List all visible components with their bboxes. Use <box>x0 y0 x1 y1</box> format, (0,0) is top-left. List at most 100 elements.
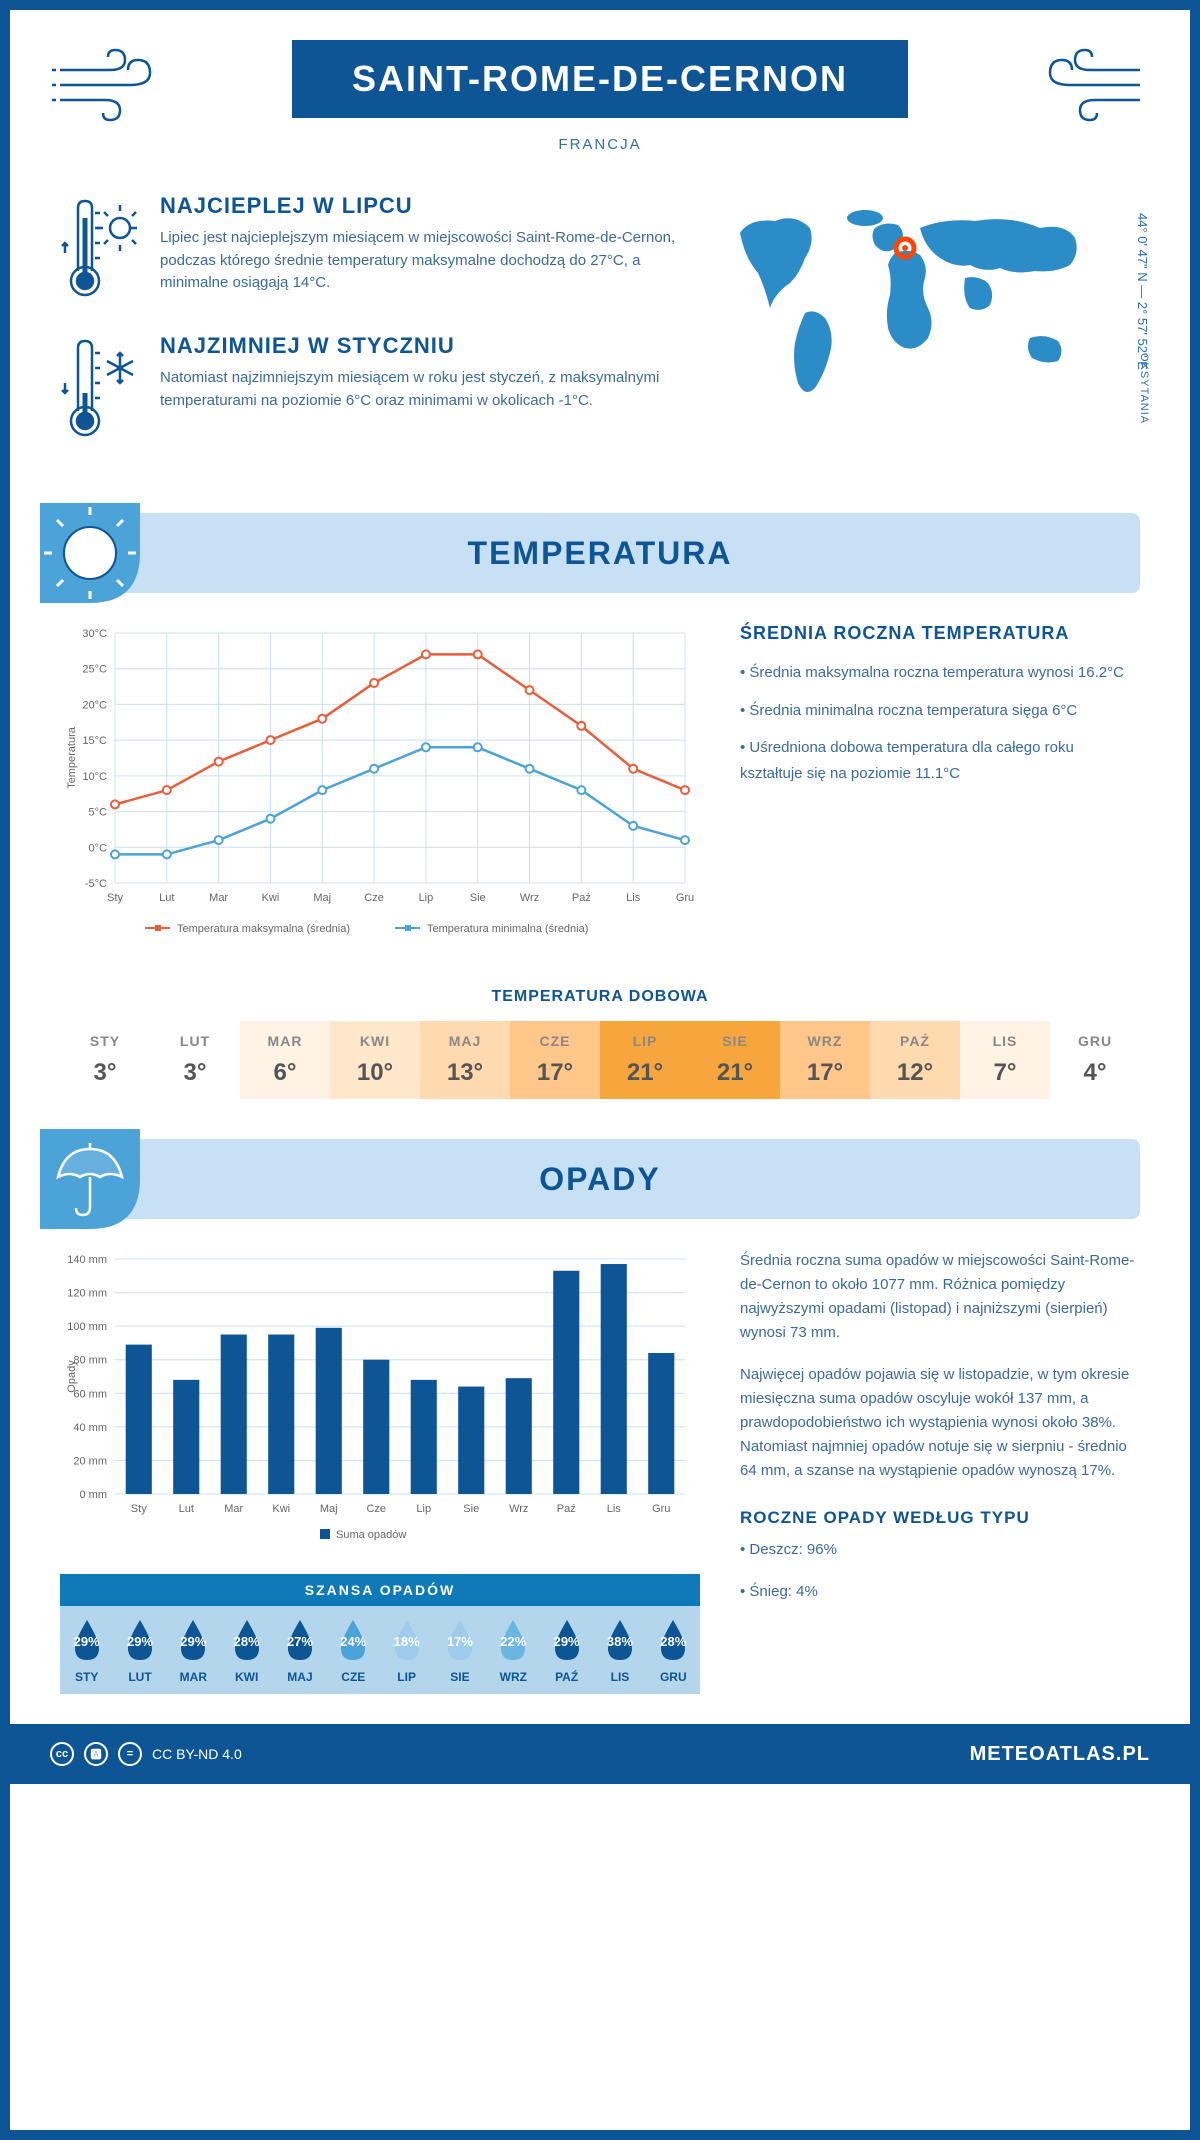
svg-text:Sie: Sie <box>463 1503 479 1515</box>
coldest-block: NAJZIMNIEJ W STYCZNIU Natomiast najzimni… <box>60 333 690 448</box>
daily-cell: PAŹ12° <box>870 1021 960 1099</box>
precipitation-section-header: OPADY <box>60 1139 1140 1219</box>
svg-text:Kwi: Kwi <box>272 1503 290 1515</box>
svg-text:40 mm: 40 mm <box>73 1422 107 1434</box>
coldest-title: NAJZIMNIEJ W STYCZNIU <box>160 333 690 359</box>
thermometer-hot-icon <box>60 193 140 308</box>
temp-stats-title: ŚREDNIA ROCZNA TEMPERATURA <box>740 623 1140 644</box>
svg-text:Gru: Gru <box>652 1503 670 1515</box>
svg-text:Mar: Mar <box>209 892 228 904</box>
wind-decoration-right <box>1030 45 1150 130</box>
chance-cell: 24%CZE <box>327 1616 380 1684</box>
temperature-title: TEMPERATURA <box>468 535 733 572</box>
svg-text:Temperatura minimalna (średnia: Temperatura minimalna (średnia) <box>427 923 588 935</box>
svg-text:100 mm: 100 mm <box>67 1321 107 1333</box>
by-icon: 🅰 <box>84 1742 108 1766</box>
precipitation-chart: 0 mm20 mm40 mm60 mm80 mm100 mm120 mm140 … <box>60 1249 700 1554</box>
chance-cell: 22%WRZ <box>487 1616 540 1684</box>
footer-site: METEOATLAS.PL <box>970 1743 1150 1766</box>
svg-text:20 mm: 20 mm <box>73 1455 107 1467</box>
svg-text:Lut: Lut <box>179 1503 194 1515</box>
precip-text-2: Najwięcej opadów pojawia się w listopadz… <box>740 1363 1140 1483</box>
svg-text:Maj: Maj <box>320 1503 338 1515</box>
daily-cell: LIP21° <box>600 1021 690 1099</box>
precipitation-title: OPADY <box>539 1161 660 1198</box>
svg-text:Sie: Sie <box>470 892 486 904</box>
wind-decoration-left <box>50 45 170 130</box>
svg-text:Temperatura maksymalna (średni: Temperatura maksymalna (średnia) <box>177 923 350 935</box>
svg-text:Temperatura: Temperatura <box>66 726 78 789</box>
svg-text:10°C: 10°C <box>82 771 107 783</box>
svg-text:-5°C: -5°C <box>85 878 107 890</box>
daily-cell: KWI10° <box>330 1021 420 1099</box>
bytype-1: • Śnieg: 4% <box>740 1580 1140 1604</box>
chance-table: SZANSA OPADÓW 29%STY29%LUT29%MAR28%KWI27… <box>60 1574 700 1694</box>
svg-text:25°C: 25°C <box>82 664 107 676</box>
warmest-text: Lipiec jest najcieplejszym miesiącem w m… <box>160 227 690 295</box>
temperature-section-header: TEMPERATURA <box>60 513 1140 593</box>
umbrella-icon <box>40 1129 140 1234</box>
temp-stat-0: • Średnia maksymalna roczna temperatura … <box>740 660 1140 686</box>
daily-cell: LUT3° <box>150 1021 240 1099</box>
nd-icon: = <box>118 1742 142 1766</box>
world-map-icon <box>720 193 1100 413</box>
precip-text-1: Średnia roczna suma opadów w miejscowośc… <box>740 1249 1140 1345</box>
precipitation-left-column: 0 mm20 mm40 mm60 mm80 mm100 mm120 mm140 … <box>60 1249 700 1694</box>
chance-cell: 18%LIP <box>380 1616 433 1684</box>
page-root: SAINT-ROME-DE-CERNON FRANCJA <box>0 0 1200 2140</box>
cc-icon: cc <box>50 1742 74 1766</box>
chance-cell: 38%LIS <box>593 1616 646 1684</box>
license-text: CC BY-ND 4.0 <box>152 1746 242 1762</box>
thermometer-cold-icon <box>60 333 140 448</box>
daily-cell: MAJ13° <box>420 1021 510 1099</box>
svg-text:30°C: 30°C <box>82 628 107 640</box>
svg-text:Lut: Lut <box>159 892 174 904</box>
map-container: 44° 0' 47" N — 2° 57' 52" E OKSYTANIA <box>720 193 1140 473</box>
svg-text:Paź: Paź <box>557 1503 576 1515</box>
chance-cell: 29%PAŹ <box>540 1616 593 1684</box>
svg-text:Gru: Gru <box>676 892 694 904</box>
temperature-stats: ŚREDNIA ROCZNA TEMPERATURA • Średnia mak… <box>740 623 1140 948</box>
chance-cell: 28%GRU <box>647 1616 700 1684</box>
coordinates: 44° 0' 47" N — 2° 57' 52" E <box>1135 213 1150 370</box>
svg-text:Cze: Cze <box>366 1503 386 1515</box>
svg-text:80 mm: 80 mm <box>73 1355 107 1367</box>
daily-cell: STY3° <box>60 1021 150 1099</box>
daily-cell: LIS7° <box>960 1021 1050 1099</box>
svg-text:5°C: 5°C <box>89 807 108 819</box>
svg-text:0 mm: 0 mm <box>80 1489 108 1501</box>
daily-cell: MAR6° <box>240 1021 330 1099</box>
svg-text:Sty: Sty <box>107 892 123 904</box>
svg-text:Opady: Opady <box>66 1360 78 1393</box>
precipitation-content: 0 mm20 mm40 mm60 mm80 mm100 mm120 mm140 … <box>10 1249 1190 1724</box>
svg-text:15°C: 15°C <box>82 735 107 747</box>
chance-cell: 29%LUT <box>113 1616 166 1684</box>
chance-cell: 29%MAR <box>167 1616 220 1684</box>
chance-cell: 17%SIE <box>433 1616 486 1684</box>
country-label: FRANCJA <box>10 136 1190 153</box>
svg-text:Lis: Lis <box>626 892 641 904</box>
svg-text:Maj: Maj <box>313 892 331 904</box>
daily-cell: SIE21° <box>690 1021 780 1099</box>
svg-text:Wrz: Wrz <box>520 892 539 904</box>
svg-text:Paź: Paź <box>572 892 591 904</box>
svg-text:60 mm: 60 mm <box>73 1388 107 1400</box>
header: SAINT-ROME-DE-CERNON FRANCJA <box>10 10 1190 173</box>
coldest-text: Natomiast najzimniejszym miesiącem w rok… <box>160 367 690 412</box>
temp-stat-1: • Średnia minimalna roczna temperatura s… <box>740 698 1140 724</box>
svg-text:Lip: Lip <box>419 892 434 904</box>
temperature-chart: -5°C0°C5°C10°C15°C20°C25°C30°CStyLutMarK… <box>60 623 700 948</box>
svg-text:0°C: 0°C <box>89 842 108 854</box>
warmest-block: NAJCIEPLEJ W LIPCU Lipiec jest najcieple… <box>60 193 690 308</box>
svg-text:Lip: Lip <box>416 1503 431 1515</box>
bytype-title: ROCZNE OPADY WEDŁUG TYPU <box>740 1508 1140 1528</box>
temp-stat-2: • Uśredniona dobowa temperatura dla całe… <box>740 735 1140 786</box>
info-row: NAJCIEPLEJ W LIPCU Lipiec jest najcieple… <box>10 173 1190 503</box>
region-label: OKSYTANIA <box>1138 353 1150 424</box>
chance-cell: 28%KWI <box>220 1616 273 1684</box>
svg-text:Mar: Mar <box>224 1503 243 1515</box>
daily-cell: GRU4° <box>1050 1021 1140 1099</box>
daily-cell: CZE17° <box>510 1021 600 1099</box>
svg-text:Wrz: Wrz <box>509 1503 528 1515</box>
svg-text:120 mm: 120 mm <box>67 1288 107 1300</box>
